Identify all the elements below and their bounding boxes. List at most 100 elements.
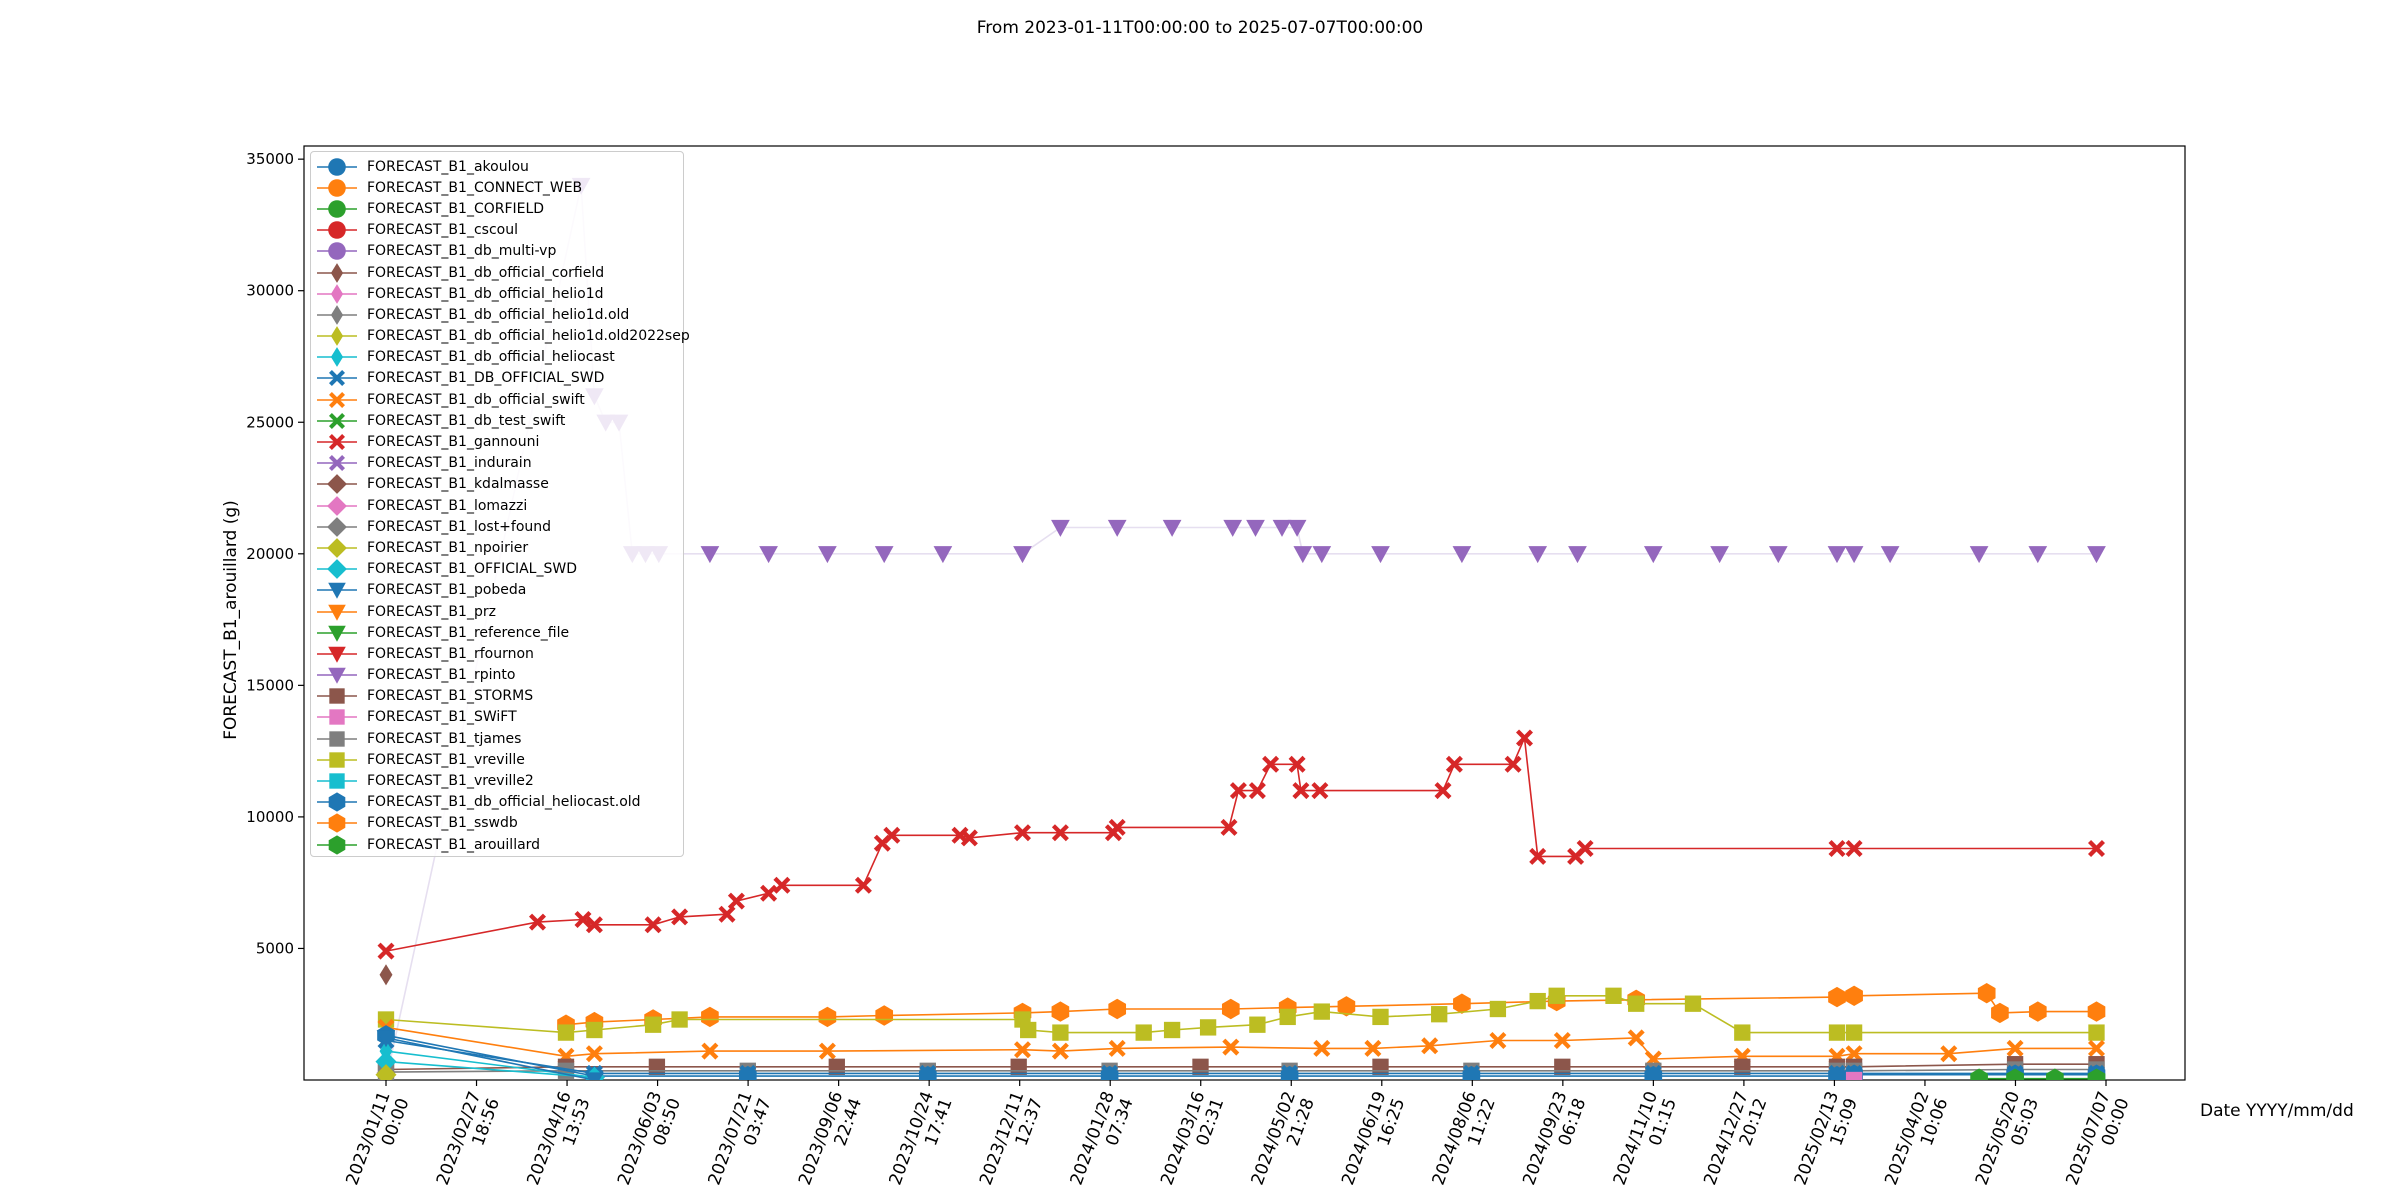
data-point: [1768, 546, 1788, 564]
legend-marker: [317, 283, 357, 304]
legend-item: FORECAST_B1_CONNECT_WEB: [311, 177, 683, 198]
data-point: [1051, 519, 1070, 537]
y-tick-label: 25000: [246, 413, 294, 431]
data-point: [727, 892, 745, 910]
data-point: [1940, 1045, 1958, 1063]
legend-label: FORECAST_B1_cscoul: [367, 222, 518, 239]
data-point: [2087, 1068, 2106, 1080]
legend-item: FORECAST_B1_gannouni: [311, 431, 683, 452]
legend-label: FORECAST_B1_gannouni: [367, 434, 540, 451]
data-point: [1014, 1041, 1031, 1059]
data-point: [818, 546, 837, 564]
x-tick-label: 2025/05/2005:03: [1972, 1089, 2043, 1195]
data-point: [644, 1016, 662, 1033]
legend-label: FORECAST_B1_db_test_swift: [367, 412, 566, 429]
chart-legend: FORECAST_B1_akoulou FORECAST_B1_CONNECT_W…: [310, 151, 690, 857]
data-point: [1052, 1024, 1069, 1041]
data-point: [1280, 1065, 1299, 1080]
series-FORECAST_B1_vreville: [377, 987, 2105, 1041]
legend-label: FORECAST_B1_sswdb: [367, 815, 518, 832]
data-point: [2087, 1001, 2106, 1022]
data-point: [1605, 987, 1622, 1004]
data-point: [1644, 1065, 1663, 1080]
legend-marker: [317, 773, 357, 789]
x-tick-label: 2024/09/2306:18: [1519, 1089, 1590, 1195]
legend-marker: [317, 178, 357, 197]
legend-item: FORECAST_B1_sswdb: [311, 813, 683, 834]
data-point: [1337, 996, 1356, 1017]
data-point: [1643, 546, 1663, 564]
data-point: [1529, 992, 1546, 1010]
data-point: [375, 1064, 397, 1080]
legend-label: FORECAST_B1_arouillard: [367, 836, 541, 853]
data-point: [1371, 546, 1390, 564]
legend-label: FORECAST_B1_indurain: [367, 455, 532, 472]
series-line: [385, 1060, 595, 1079]
legend-item: FORECAST_B1_akoulou: [311, 156, 683, 177]
series-line: [385, 1037, 595, 1080]
legend-marker: [317, 688, 357, 704]
legend-marker: [317, 813, 357, 834]
y-axis-label: FORECAST_B1_arouillard (g): [221, 500, 241, 740]
x-axis-label: Date YYYY/mm/dd: [2200, 1101, 2354, 1121]
data-point: [2088, 840, 2105, 857]
data-point: [1734, 1024, 1751, 1041]
legend-item: FORECAST_B1_DB_OFFICIAL_SWD: [311, 368, 683, 389]
y-tick-label: 35000: [246, 150, 294, 168]
legend-item: FORECAST_B1_db_official_heliocast: [311, 347, 683, 368]
legend-item: FORECAST_B1_reference_file: [311, 622, 683, 643]
series-FORECAST_B1_sswdb: [557, 983, 2106, 1035]
legend-item: FORECAST_B1_db_test_swift: [311, 410, 683, 431]
x-tick-label: 2025/02/1315:09: [1791, 1089, 1862, 1195]
x-tick-label: 2024/06/1916:25: [1338, 1089, 1409, 1195]
data-point: [883, 826, 901, 844]
x-tick-label: 2025/04/0210:06: [1881, 1089, 1952, 1195]
legend-item: FORECAST_B1_indurain: [311, 453, 683, 474]
legend-label: FORECAST_B1_db_official_helio1d: [367, 285, 604, 302]
legend-item: FORECAST_B1_db_official_heliocast.old: [311, 792, 683, 813]
data-point: [529, 913, 546, 931]
legend-item: FORECAST_B1_vreville2: [311, 770, 683, 791]
legend-item: FORECAST_B1_db_official_corfield: [311, 262, 683, 283]
legend-label: FORECAST_B1_CORFIELD: [367, 200, 545, 217]
data-point: [1977, 983, 1996, 1004]
data-point: [1163, 1021, 1181, 1039]
data-point: [644, 916, 662, 934]
data-point: [1279, 1008, 1296, 1026]
legend-item: FORECAST_B1_npoirier: [311, 537, 683, 558]
x-tick-label: 2024/01/2807:34: [1067, 1089, 1138, 1195]
legend-marker: [317, 834, 357, 855]
data-point: [1421, 1037, 1439, 1055]
legend-item: FORECAST_B1_SWiFT: [311, 707, 683, 728]
legend-item: FORECAST_B1_db_official_helio1d.old2022s…: [311, 326, 690, 347]
data-point: [1272, 519, 1292, 537]
legend-marker: [317, 434, 357, 451]
data-point: [1051, 824, 1069, 842]
legend-marker: [317, 709, 357, 726]
legend-label: FORECAST_B1_rpinto: [367, 667, 516, 684]
legend-marker: [317, 455, 357, 472]
data-point: [1222, 1038, 1240, 1056]
legend-marker: [317, 242, 357, 261]
data-point: [1292, 782, 1310, 800]
legend-marker: [317, 200, 357, 218]
legend-marker: [317, 391, 357, 408]
data-point: [818, 1006, 837, 1028]
plot-area: [375, 177, 2106, 1080]
legend-label: FORECAST_B1_kdalmasse: [367, 476, 549, 493]
legend-item: FORECAST_B1_db_multi-vp: [311, 241, 683, 262]
legend-item: FORECAST_B1_pobeda: [311, 580, 683, 601]
data-point: [1548, 987, 1565, 1004]
data-point: [1452, 546, 1472, 564]
legend-item: FORECAST_B1_db_official_helio1d.old: [311, 304, 683, 325]
x-tick-label: 2023/02/2718:56: [433, 1089, 504, 1195]
legend-label: FORECAST_B1_reference_file: [367, 624, 570, 641]
data-point: [1051, 1042, 1069, 1060]
series-FORECAST_B1_pobeda: [376, 1030, 604, 1080]
data-point: [1313, 1003, 1330, 1020]
legend-label: FORECAST_B1_tjames: [367, 730, 522, 747]
data-point: [1312, 546, 1332, 564]
data-point: [1100, 1065, 1119, 1080]
data-point: [1489, 1000, 1507, 1018]
